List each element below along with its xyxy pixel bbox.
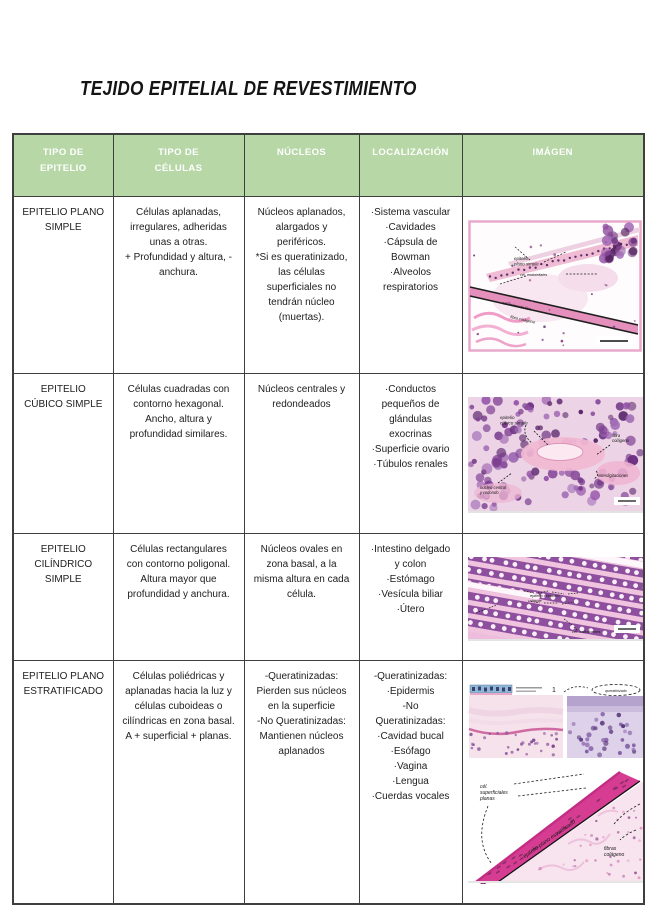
annotation-number: 1 xyxy=(552,687,556,694)
annotation-queratinizado: queratinizado xyxy=(605,689,627,693)
page-title: TEJIDO EPITELIAL DE REVESTIMIENTO xyxy=(80,78,417,101)
header-tipo-epitelio: TIPO DE EPITELIO xyxy=(13,134,113,197)
cell-nucleos: Núcleos ovales en zona basal, a la misma… xyxy=(244,534,359,661)
header-row: TIPO DE EPITELIO TIPO DE CÉLULAS NÚCLEOS… xyxy=(13,134,644,197)
cell-localizacion: -Queratinizadas: ·Epidermis -No Queratin… xyxy=(359,661,462,905)
cell-localizacion: ·Conductos pequeños de glándulas exocrin… xyxy=(359,374,462,534)
cell-tipo-epitelio: EPITELIO CÚBICO SIMPLE xyxy=(13,374,113,534)
header-localizacion: LOCALIZACIÓN xyxy=(359,134,462,197)
cell-tipo-celulas: Células rectangulares con contorno polig… xyxy=(113,534,244,661)
cell-tipo-celulas: Células aplanadas, irregulares, adherida… xyxy=(113,197,244,374)
table-row: EPITELIO CILÍNDRICO SIMPLE Células recta… xyxy=(13,534,644,661)
epithelium-table: TIPO DE EPITELIO TIPO DE CÉLULAS NÚCLEOS… xyxy=(12,133,645,905)
cell-tipo-celulas: Células cuadradas con contorno hexagonal… xyxy=(113,374,244,534)
cell-imagen: 1 queratinizado xyxy=(462,661,644,905)
histology-image-plano-estratificado: 1 queratinizado xyxy=(468,684,645,884)
table-row: EPITELIO PLANO ESTRATIFICADO Células pol… xyxy=(13,661,644,905)
cell-nucleos: Núcleos centrales y redondeados xyxy=(244,374,359,534)
cell-tipo-epitelio: EPITELIO PLANO SIMPLE xyxy=(13,197,113,374)
header-nucleos: NÚCLEOS xyxy=(244,134,359,197)
cell-nucleos: -Queratinizadas: Pierden sus núcleos en … xyxy=(244,661,359,905)
header-imagen: IMÁGEN xyxy=(462,134,644,197)
cell-tipo-celulas: Células poliédricas y aplanadas hacia la… xyxy=(113,661,244,905)
annotation-endoteliales: cél. endoteliales xyxy=(520,273,547,277)
table-row: EPITELIO PLANO SIMPLE Células aplanadas,… xyxy=(13,197,644,374)
header-tipo-celulas: TIPO DE CÉLULAS xyxy=(113,134,244,197)
annotation-caliciformes: cél. caliciformes xyxy=(572,629,600,634)
cell-tipo-epitelio: EPITELIO PLANO ESTRATIFICADO xyxy=(13,661,113,905)
table-row: EPITELIO CÚBICO SIMPLE Células cuadradas… xyxy=(13,374,644,534)
cell-localizacion: ·Intestino delgado y colon ·Estómago ·Ve… xyxy=(359,534,462,661)
annotation-interdigitaciones: interdigitaciones xyxy=(598,473,629,478)
cell-localizacion: ·Sistema vascular ·Cavidades ·Cápsula de… xyxy=(359,197,462,374)
cell-tipo-epitelio: EPITELIO CILÍNDRICO SIMPLE xyxy=(13,534,113,661)
cell-nucleos: Núcleos aplanados, alargados y periféric… xyxy=(244,197,359,374)
